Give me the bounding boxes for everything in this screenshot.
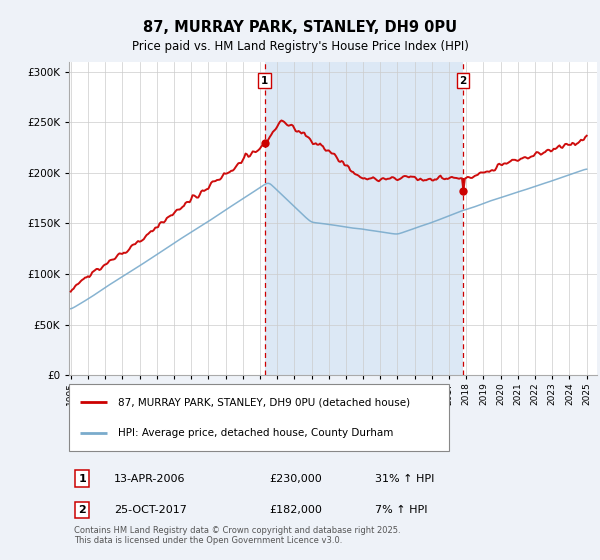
Text: £182,000: £182,000 (269, 505, 323, 515)
Text: 1: 1 (79, 474, 86, 484)
Text: 87, MURRAY PARK, STANLEY, DH9 0PU: 87, MURRAY PARK, STANLEY, DH9 0PU (143, 20, 457, 35)
Text: HPI: Average price, detached house, County Durham: HPI: Average price, detached house, Coun… (118, 428, 394, 438)
Text: 87, MURRAY PARK, STANLEY, DH9 0PU (detached house): 87, MURRAY PARK, STANLEY, DH9 0PU (detac… (118, 398, 410, 408)
Text: 31% ↑ HPI: 31% ↑ HPI (375, 474, 434, 484)
Text: Contains HM Land Registry data © Crown copyright and database right 2025.
This d: Contains HM Land Registry data © Crown c… (74, 526, 401, 545)
Bar (265, 62, 463, 375)
Text: 2: 2 (79, 505, 86, 515)
Text: 13-APR-2006: 13-APR-2006 (114, 474, 185, 484)
Text: 7% ↑ HPI: 7% ↑ HPI (375, 505, 428, 515)
Text: Price paid vs. HM Land Registry's House Price Index (HPI): Price paid vs. HM Land Registry's House … (131, 40, 469, 53)
Text: 2: 2 (460, 76, 467, 86)
Text: £230,000: £230,000 (269, 474, 322, 484)
Text: 25-OCT-2017: 25-OCT-2017 (114, 505, 187, 515)
FancyBboxPatch shape (69, 384, 449, 451)
Text: 1: 1 (261, 76, 268, 86)
